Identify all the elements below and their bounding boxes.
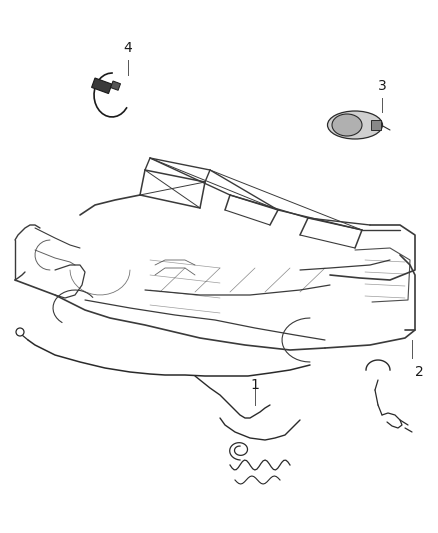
Text: 2: 2 <box>415 365 424 379</box>
Text: 1: 1 <box>251 378 259 392</box>
Circle shape <box>16 328 24 336</box>
Text: 4: 4 <box>124 41 132 55</box>
Bar <box>111 81 120 90</box>
Bar <box>371 120 381 130</box>
Ellipse shape <box>332 114 362 136</box>
Ellipse shape <box>328 111 382 139</box>
Bar <box>92 78 112 94</box>
Text: 3: 3 <box>378 79 386 93</box>
